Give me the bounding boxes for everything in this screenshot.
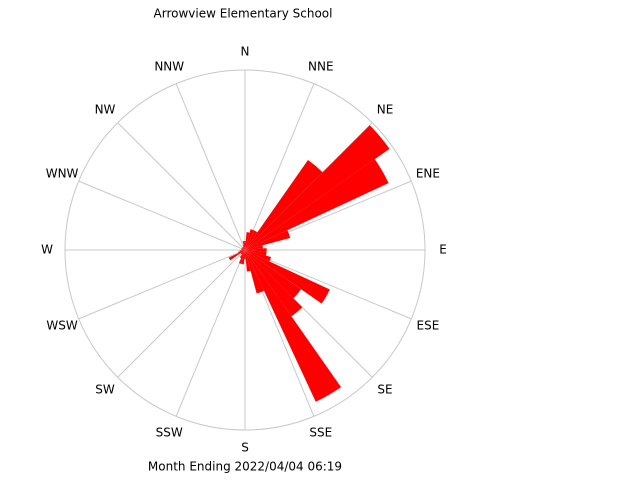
direction-label: SSE [309,425,332,439]
spoke [117,249,246,378]
wind-sector [245,160,323,250]
spoke [244,249,412,320]
wind-sector [244,250,246,259]
wind-sector [245,125,390,250]
wind-sector [239,250,245,259]
wind-sector [245,245,263,250]
wind-sector [238,250,245,254]
direction-label: WNW [46,167,79,181]
direction-label: SSW [156,425,183,439]
wind-sector [242,241,245,250]
wind-sector [242,244,245,250]
direction-label: NNE [308,60,334,74]
wind-sector [245,229,255,250]
wind-sector [242,246,245,250]
wind-sector [241,250,245,265]
spoke [117,122,246,251]
chart-subtitle: Month Ending 2022/04/04 06:19 [148,460,342,474]
direction-label: NNW [154,60,184,74]
wind-sector [245,250,272,262]
wind-sector [242,247,245,250]
wind-sector [241,250,245,255]
direction-label: ESE [417,318,440,332]
spoke [78,180,246,251]
spoke [244,83,315,251]
wind-sector [238,250,245,264]
direction-label: S [241,441,249,455]
wind-sector [244,241,246,250]
wind-sector [245,250,267,256]
wind-sector [245,250,302,299]
wind-sector [241,248,245,250]
direction-label: SE [377,383,392,397]
wind-sector [245,250,342,402]
chart-title: Arrowview Elementary School [154,7,333,21]
wind-sector [239,250,245,252]
wind-sector [245,250,330,304]
spoke [175,83,246,251]
direction-label: W [41,243,53,257]
direction-label: ENE [416,167,440,181]
wind-sector [245,248,267,252]
wind-sector [241,249,245,251]
wind-sector [228,250,245,261]
wind-sector [245,159,389,250]
wind-sector [241,249,245,250]
wind-sector [242,247,245,250]
wind-sector [241,247,245,250]
wind-sector [245,230,291,250]
wind-sector [245,250,303,317]
spoke [78,249,246,320]
direction-label: SW [95,383,115,397]
direction-label: N [241,45,250,59]
direction-label: NW [95,102,116,116]
direction-label: NE [377,102,394,116]
wind-sector [245,250,251,272]
spoke [175,249,246,417]
wind-sector [245,232,250,250]
direction-label: E [439,243,447,257]
wind-sector [245,250,265,294]
wind-sector [240,250,245,254]
wind-sector [245,230,258,250]
direction-label: WSW [46,318,77,332]
